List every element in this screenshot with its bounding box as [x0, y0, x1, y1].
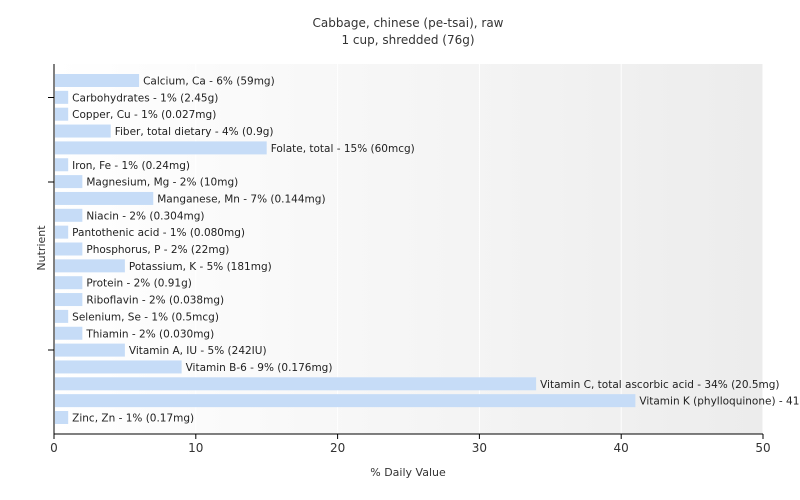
bar: [55, 74, 140, 87]
bar: [55, 293, 83, 307]
bar-label: Manganese, Mn - 7% (0.144mg): [157, 193, 325, 205]
bar-label: Magnesium, Mg - 2% (10mg): [86, 177, 238, 189]
bar: [55, 175, 83, 189]
bar: [55, 208, 83, 222]
bar-labels: Calcium, Ca - 6% (59mg) Carbohydrates - 1…: [72, 76, 800, 425]
bar-label: Niacin - 2% (0.304mg): [86, 210, 204, 222]
x-tick-label: 20: [330, 441, 345, 455]
x-tick-label: 30: [472, 441, 487, 455]
bar: [55, 158, 69, 172]
chart-subtitle: 1 cup, shredded (76g): [341, 33, 474, 47]
bar-label: Potassium, K - 5% (181mg): [129, 261, 272, 273]
x-tick-label: 10: [188, 441, 203, 455]
bar-label: Zinc, Zn - 1% (0.17mg): [72, 413, 194, 425]
bar-label: Protein - 2% (0.91g): [86, 278, 192, 290]
bar-label: Riboflavin - 2% (0.038mg): [86, 295, 224, 307]
axes: [48, 64, 763, 435]
chart-title: Cabbage, chinese (pe-tsai), raw: [313, 16, 504, 30]
bar: [55, 343, 125, 357]
bar: [55, 107, 69, 121]
bar-label: Vitamin A, IU - 5% (242IU): [129, 345, 267, 357]
bar: [55, 90, 69, 104]
bar: [55, 225, 69, 239]
x-tick-label: 40: [614, 441, 629, 455]
bar: [55, 242, 83, 256]
bar-label: Vitamin C, total ascorbic acid - 34% (20…: [540, 379, 779, 391]
y-axis-title: Nutrient: [35, 225, 48, 271]
bar-label: Thiamin - 2% (0.030mg): [85, 328, 214, 340]
bar-label: Iron, Fe - 1% (0.24mg): [72, 160, 190, 172]
bar-label: Folate, total - 15% (60mcg): [271, 143, 415, 155]
bar-label: Vitamin K (phylloquinone) - 41% (32.6mcg…: [639, 396, 800, 408]
bar: [55, 141, 267, 155]
x-axis-ticks: 0 10 20 30 40 50: [50, 434, 771, 455]
bar: [55, 191, 154, 205]
bar-label: Copper, Cu - 1% (0.027mg): [72, 109, 216, 121]
bar: [55, 276, 83, 290]
bar: [55, 360, 182, 374]
bar-label: Phosphorus, P - 2% (22mg): [86, 244, 229, 256]
bar: [55, 326, 83, 340]
bar: [55, 377, 537, 391]
bar: [55, 309, 69, 323]
bar: [55, 259, 125, 273]
bar: [55, 394, 636, 408]
bar: [55, 124, 111, 138]
bar-label: Pantothenic acid - 1% (0.080mg): [72, 227, 245, 239]
bars: [55, 74, 636, 424]
bar-label: Vitamin B-6 - 9% (0.176mg): [186, 362, 333, 374]
bar-label: Calcium, Ca - 6% (59mg): [143, 76, 275, 88]
bar-label: Selenium, Se - 1% (0.5mcg): [72, 311, 219, 323]
x-tick-label: 50: [755, 441, 770, 455]
grid-lines: [195, 64, 764, 434]
bar-label: Fiber, total dietary - 4% (0.9g): [115, 126, 274, 138]
x-tick-label: 0: [50, 441, 58, 455]
bar-label: Carbohydrates - 1% (2.45g): [72, 92, 218, 104]
x-axis-title: % Daily Value: [370, 466, 446, 479]
bar: [55, 411, 69, 424]
